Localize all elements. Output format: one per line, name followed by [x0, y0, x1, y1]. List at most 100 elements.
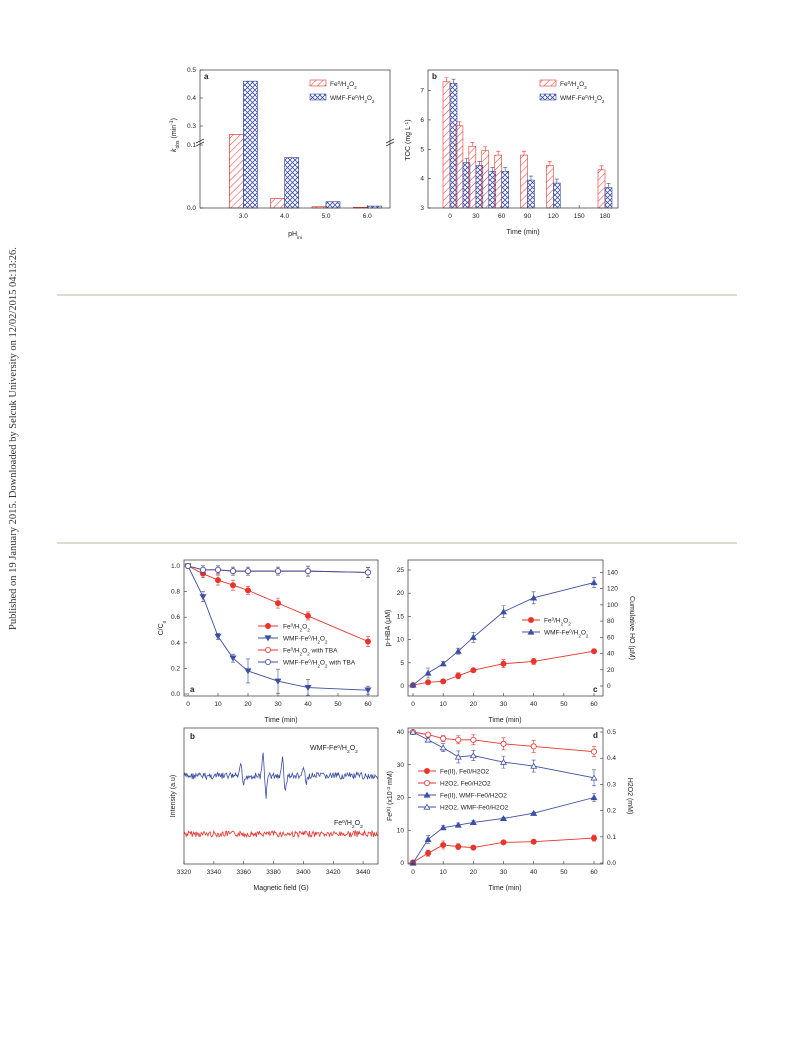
error-bar [503, 166, 508, 172]
chart-toc: 3 4 5 6 7 0 30 60 90 120 150 180 b Fe0/H2O2 WMF-Fe0/H2… [404, 72, 613, 236]
data-point [500, 758, 507, 765]
x-tick-label: 60 [590, 869, 598, 876]
x-tick-label: 0 [411, 701, 415, 708]
panel-label: b [190, 732, 195, 741]
bar-fe0 [468, 146, 477, 209]
x-tick-label: 0 [448, 213, 452, 220]
error-bar [496, 150, 501, 156]
x-tick-label: 20 [470, 869, 478, 876]
x-tick-label: 40 [530, 701, 538, 708]
legend-label: WMF-Fe0/H2O2 [544, 628, 589, 638]
data-point [274, 600, 281, 607]
tick-label: 0.2 [171, 665, 180, 672]
plot-frame [183, 559, 379, 697]
x-tick-label: 3340 [207, 869, 222, 876]
legend-label: WMF-Fe0/H2O2 with TBA [283, 658, 356, 668]
data-point [214, 577, 221, 584]
error-bar [470, 142, 475, 147]
tick-label: 20 [397, 590, 405, 597]
error-bar [477, 161, 482, 166]
legend-swatch-fe0 [309, 79, 327, 87]
panel-label: a [204, 72, 209, 81]
bar-fe0 [455, 125, 464, 209]
y-axis-label: p-HBA (μM) [385, 610, 392, 647]
data-point [500, 839, 507, 846]
data-point [440, 678, 447, 685]
legend-swatch-wmf [539, 93, 557, 101]
legend-swatch-wmf [309, 93, 327, 101]
bar-wmf [604, 187, 613, 209]
x-tick-label: 5.0 [321, 213, 330, 220]
x-tick-label: 3.0 [239, 213, 248, 220]
panel-label: d [593, 731, 598, 740]
error-bar [529, 175, 533, 181]
data-point [304, 612, 311, 619]
data-point [199, 566, 206, 573]
series-line [412, 797, 595, 864]
tick-label: 0.4 [171, 640, 180, 647]
data-point [214, 566, 221, 573]
y2-axis-label: Cumulative HO (μM) [628, 596, 635, 660]
bar-fe0 [270, 198, 286, 209]
tick-label: 0.4 [187, 95, 196, 102]
tick-label: 0.8 [171, 589, 180, 596]
x-axis-label: Time (min) [488, 885, 521, 892]
tick-label: 1.0 [171, 563, 180, 570]
tick-label: 0.1 [187, 142, 196, 149]
data-point [590, 774, 598, 781]
data-point [530, 743, 537, 750]
data-point [364, 638, 371, 645]
data-point [591, 648, 598, 655]
x-tick-label: 40 [530, 869, 538, 876]
x-tick-label: 3440 [356, 869, 371, 876]
data-point [500, 815, 507, 822]
error-bar [599, 165, 604, 170]
bar-wmf [553, 182, 561, 209]
x-tick-label: 3380 [266, 869, 281, 876]
legend-label: Fe(II), Fe0/H2O2 [440, 769, 490, 776]
tick-label: 30 [397, 762, 405, 769]
panel-label: a [190, 685, 195, 694]
x-tick-label: 6.0 [363, 213, 372, 220]
data-point [440, 735, 447, 742]
data-point [469, 752, 477, 759]
data-point [409, 728, 417, 735]
legend-label-fe0: Fe0/H2O2 [560, 80, 587, 90]
tick-label: 0 [400, 683, 404, 690]
x-tick-label: 3400 [296, 869, 311, 876]
bar-fe0 [520, 154, 528, 209]
bar-wmf [325, 201, 341, 209]
legend-label: Fe0/H2O2 [544, 616, 571, 626]
data-point [591, 748, 598, 755]
y2-tick-label: 120 [607, 586, 618, 593]
trace-label-fe0: Fe0/H2O2 [334, 819, 363, 830]
bar-fe0 [481, 150, 490, 209]
data-point [470, 736, 477, 743]
data-point [454, 647, 462, 654]
y2-tick-label: 0.5 [607, 729, 616, 736]
tick-label: 0.5 [187, 67, 196, 74]
data-point [455, 672, 462, 679]
data-point [425, 731, 432, 738]
data-point [425, 679, 432, 686]
y-axis-label: Intensity (a.u) [170, 775, 177, 817]
x-axis-label: Magnetic field (G) [253, 885, 308, 892]
error-bar [444, 77, 449, 82]
error-bar [554, 178, 559, 184]
data-point [423, 791, 431, 798]
data-point [469, 818, 477, 825]
data-point [454, 821, 462, 828]
legend-label-fe0: Fe0/H2O2 [330, 80, 357, 90]
data-point [229, 582, 236, 589]
section-divider-top [57, 294, 737, 296]
x-tick-label: 40 [304, 701, 312, 708]
data-point [229, 568, 236, 575]
data-point [439, 660, 447, 667]
data-point [364, 687, 372, 694]
legend-label: H2O2, Fe0/H2O2 [440, 781, 491, 788]
data-point [229, 655, 237, 662]
x-tick-label: 0 [186, 701, 190, 708]
data-point [304, 568, 311, 575]
x-tick-label: 50 [560, 869, 568, 876]
